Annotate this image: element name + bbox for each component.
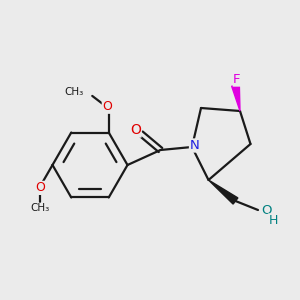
- Polygon shape: [208, 180, 238, 204]
- Text: CH₃: CH₃: [64, 87, 83, 97]
- Text: CH₃: CH₃: [31, 203, 50, 213]
- Text: O: O: [102, 100, 112, 113]
- Text: H: H: [268, 214, 278, 227]
- Text: O: O: [261, 203, 272, 217]
- Text: O: O: [130, 123, 141, 137]
- Polygon shape: [232, 85, 240, 111]
- Text: O: O: [36, 182, 45, 194]
- Text: N: N: [190, 139, 199, 152]
- Text: F: F: [233, 73, 241, 86]
